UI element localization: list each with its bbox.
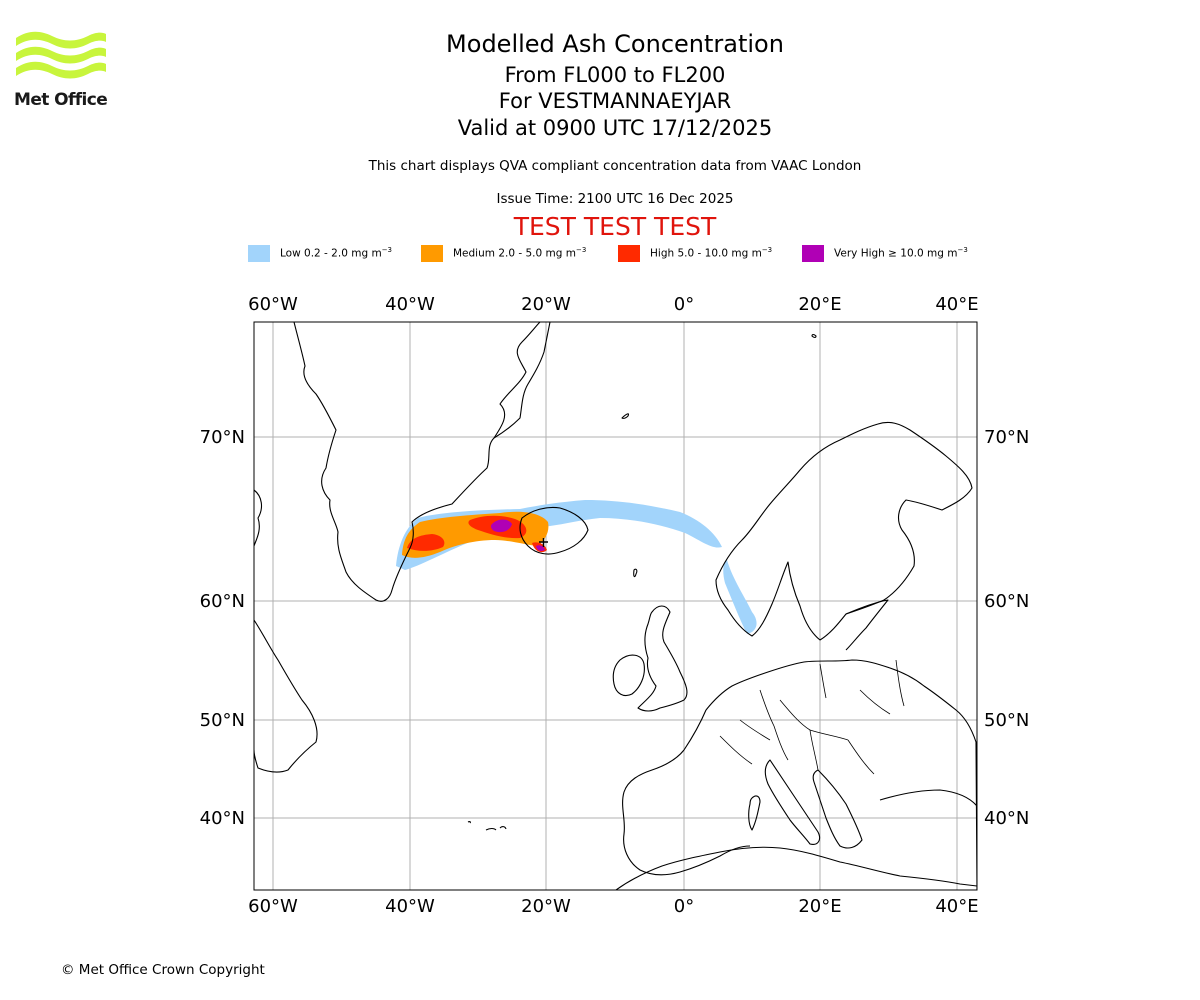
latitude-labels-right: 70°N 60°N 50°N 40°N (984, 427, 1029, 829)
coastline-italy (764, 759, 821, 845)
legend-unit-exponent-very-high: −3 (957, 246, 968, 254)
latitude-labels-left: 70°N 60°N 50°N 40°N (200, 427, 245, 829)
lat-label-right-70n: 70°N (984, 427, 1029, 448)
coastline-turkey (879, 789, 977, 807)
lat-label-left-50n: 50°N (200, 710, 245, 731)
coastline-north-africa (615, 846, 977, 890)
coastline-europe (622, 659, 977, 890)
ash-area-high (407, 515, 547, 553)
qva-note: This chart displays QVA compliant concen… (368, 158, 862, 174)
lon-label-top-60w: 60°W (248, 294, 298, 315)
issue-time: Issue Time: 2100 UTC 16 Dec 2025 (496, 191, 734, 207)
coastline-balkans-greece (812, 769, 863, 849)
legend-unit-exponent-medium: −3 (575, 246, 587, 254)
test-banner: TEST TEST TEST (513, 212, 717, 241)
lon-label-bottom-60w: 60°W (248, 896, 298, 917)
chart-title: Modelled Ash Concentration (446, 30, 784, 58)
legend-swatch-medium (421, 245, 443, 262)
logo-waves-icon (16, 31, 106, 79)
lon-label-bottom-20w: 20°W (521, 896, 571, 917)
legend-label-high: High 5.0 - 10.0 mg m (650, 247, 762, 260)
coastline-svalbard (811, 333, 817, 339)
coastline-baffin (254, 489, 263, 547)
map-frame (253, 321, 978, 891)
coastline-baltic-east (845, 599, 889, 651)
coastline-britain (637, 605, 688, 712)
volcano-marker (539, 538, 548, 547)
coastline-ireland (612, 654, 645, 697)
lon-label-bottom-40e: 40°E (935, 896, 978, 917)
lon-label-top-0: 0° (674, 294, 694, 315)
legend-unit-exponent-high: −3 (761, 246, 773, 254)
coastline-corsica-sardinia (748, 795, 761, 831)
coastline-jan-mayen (621, 413, 630, 419)
coastline-scandinavia (715, 421, 973, 641)
met-office-logo: Met Office (14, 30, 108, 112)
coastline-azores (467, 821, 507, 831)
longitude-labels-bottom: 60°W 40°W 20°W 0° 20°E 40°E (248, 896, 978, 917)
ash-area-very-high (490, 519, 545, 551)
legend-swatch-low (248, 245, 270, 262)
legend-label-very-high: Very High ≥ 10.0 mg m (834, 247, 958, 260)
legend-swatch-high (618, 245, 640, 262)
coastline-labrador (254, 619, 318, 773)
flight-level-range: From FL000 to FL200 (504, 63, 726, 87)
longitude-labels-top: 60°W 40°W 20°W 0° 20°E 40°E (248, 294, 978, 315)
legend-label-low: Low 0.2 - 2.0 mg m (280, 247, 382, 260)
lon-label-top-40w: 40°W (385, 294, 435, 315)
ash-plume (396, 500, 757, 634)
legend-swatch-very-high (802, 245, 824, 262)
lon-label-bottom-40w: 40°W (385, 896, 435, 917)
volcano-name: For VESTMANNAEYJAR (498, 89, 732, 113)
coastlines (254, 322, 977, 890)
copyright-notice: © Met Office Crown Copyright (61, 962, 265, 978)
logo-wordmark: Met Office (14, 90, 108, 110)
lat-label-left-40n: 40°N (200, 808, 245, 829)
coastline-iceland (519, 506, 589, 555)
lat-label-right-50n: 50°N (984, 710, 1029, 731)
lon-label-top-40e: 40°E (935, 294, 978, 315)
lat-label-left-60n: 60°N (200, 591, 245, 612)
lat-label-right-40n: 40°N (984, 808, 1029, 829)
coastline-greenland (293, 322, 551, 602)
coastline-greenland-east (493, 322, 541, 439)
lon-label-bottom-20e: 20°E (798, 896, 841, 917)
lon-label-bottom-0: 0° (674, 896, 694, 917)
lat-label-left-70n: 70°N (200, 427, 245, 448)
map-gridlines (254, 322, 977, 890)
lon-label-top-20e: 20°E (798, 294, 841, 315)
legend-label-medium: Medium 2.0 - 5.0 mg m (453, 247, 576, 260)
coastline-faroe (633, 568, 638, 578)
country-borders (719, 659, 905, 775)
lon-label-top-20w: 20°W (521, 294, 571, 315)
lat-label-right-60n: 60°N (984, 591, 1029, 612)
legend-unit-exponent-low: −3 (381, 246, 393, 254)
valid-time: Valid at 0900 UTC 17/12/2025 (457, 116, 773, 140)
